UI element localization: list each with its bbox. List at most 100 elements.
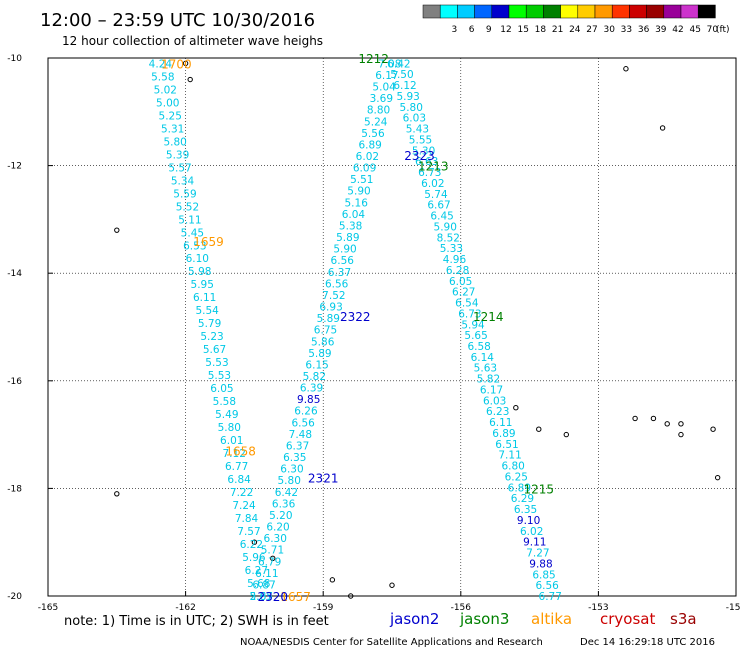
- wave-height-value: 7.12: [223, 448, 246, 460]
- wave-height-value: 6.56: [535, 580, 559, 592]
- wave-height-value: 6.25: [505, 471, 528, 483]
- wave-height-value: 5.31: [161, 123, 184, 135]
- wave-height-value: 6.87: [252, 579, 275, 591]
- wave-height-value: 5.33: [440, 243, 463, 255]
- wave-height-value: 5.54: [195, 305, 219, 317]
- wave-height-value: 5.65: [464, 330, 487, 342]
- wave-height-value: 5.82: [303, 371, 326, 383]
- wave-height-value: 6.11: [489, 417, 512, 429]
- legend-swatch: [611, 4, 630, 19]
- wave-height-value: 9.85: [297, 394, 320, 406]
- wave-height-value: 6.17: [480, 384, 503, 396]
- wave-height-value: 5.11: [178, 214, 201, 226]
- wave-height-value: 5.49: [215, 409, 238, 421]
- legend-swatch: [525, 4, 544, 19]
- wave-height-value: 6.27: [452, 287, 475, 299]
- wave-height-value: 5.30: [412, 145, 435, 157]
- wave-height-value: 6.42: [387, 58, 410, 70]
- legend-label: 24: [569, 25, 581, 35]
- legend-label: 30: [603, 25, 615, 35]
- wave-height-value: 5.45: [181, 227, 204, 239]
- pass-time-label: 1214: [473, 310, 504, 324]
- wave-height-value: 6.11: [193, 292, 216, 304]
- island-outline: [348, 593, 354, 599]
- wave-height-value: 6.35: [283, 452, 306, 464]
- island-outline: [632, 415, 638, 422]
- wave-height-value: 6.58: [467, 341, 490, 353]
- legend-swatch: [457, 4, 475, 19]
- legend-label: 42: [672, 25, 683, 35]
- wave-height-value: 5.04: [372, 82, 396, 94]
- y-tick-label: -20: [7, 592, 22, 602]
- wave-height-value: 7.11: [498, 450, 521, 462]
- wave-height-value: 6.85: [532, 569, 555, 581]
- legend-label: 12: [500, 25, 511, 35]
- wave-height-value: 5.87: [250, 591, 273, 603]
- legend-label: 21: [552, 25, 563, 35]
- wave-height-value: 6.56: [291, 417, 315, 429]
- legend-label: 3: [452, 25, 458, 35]
- wave-height-value: 5.53: [205, 357, 228, 369]
- wave-height-value: 6.03: [483, 395, 506, 407]
- wave-height-value: 5.16: [345, 197, 369, 209]
- satellite-legend: jason2 jason3 altika cryosat s3a: [389, 610, 697, 628]
- legend-swatch: [680, 4, 699, 19]
- wave-height-value: 6.53: [183, 240, 206, 252]
- island-outline: [513, 405, 519, 411]
- island-outline: [714, 474, 721, 481]
- y-tick-label: -16: [7, 377, 22, 387]
- wave-height-value: 6.56: [331, 255, 355, 267]
- wave-height-value: 5.25: [159, 110, 182, 122]
- wave-height-value: 6.56: [325, 278, 349, 290]
- wave-height-value: 6.80: [501, 461, 524, 473]
- legend-swatch: [663, 4, 682, 19]
- wave-height-value: 5.24: [364, 116, 388, 128]
- wave-height-value: 9.10: [517, 515, 540, 527]
- wave-height-value: 6.30: [280, 464, 303, 476]
- axis-ticks: -165 -162 -159 -156 -153 -150 -10 -12 -14 -16 -18 -…: [7, 54, 740, 613]
- island-outline: [114, 491, 120, 497]
- wave-height-value: 6.05: [449, 276, 472, 288]
- island-outline: [678, 421, 684, 427]
- wave-height-value: 5.50: [390, 69, 413, 81]
- wave-height-value: 3.69: [370, 93, 393, 105]
- wave-height-value: 5.95: [191, 279, 214, 291]
- footer-note: note: 1) Time is in UTC; 2) SWH is in fe…: [64, 614, 329, 629]
- wave-height-value: 6.14: [471, 352, 495, 364]
- island-outline: [251, 539, 258, 545]
- wave-height-value: 5.82: [477, 374, 500, 386]
- satellite-legend-item: jason3: [459, 610, 509, 628]
- wave-height-value: 5.43: [406, 124, 429, 136]
- island-outline: [536, 426, 542, 432]
- wave-height-value: 5.39: [166, 149, 189, 161]
- wave-height-value: 5.80: [218, 422, 241, 434]
- wave-height-value: 5.74: [424, 189, 448, 201]
- color-scale-legend: 3 6 9 12 15 18 21 24 27 30 33 36 39 42 45 70: [422, 4, 718, 35]
- wave-height-value: 5.58: [213, 396, 236, 408]
- legend-swatch: [646, 4, 665, 19]
- island-outline: [389, 582, 395, 588]
- wave-height-value: 5.94: [461, 319, 485, 331]
- wave-height-value: 5.89: [308, 348, 331, 360]
- island-outline: [710, 426, 716, 432]
- wave-height-value: 5.53: [208, 370, 231, 382]
- wave-height-value: 5.79: [198, 318, 221, 330]
- legend-swatch: [474, 4, 493, 19]
- wave-height-value: 6.35: [514, 504, 537, 516]
- legend-label: 36: [638, 25, 650, 35]
- wave-height-value: 7.84: [235, 513, 259, 525]
- wave-height-value: 5.96: [242, 552, 266, 564]
- pass-time-label: 2321: [308, 472, 339, 486]
- wave-height-value: 4.24: [149, 58, 173, 70]
- wave-height-value: 8.52: [437, 232, 460, 244]
- wave-height-value: 6.93: [319, 302, 342, 314]
- satellite-legend-item: s3a: [670, 610, 697, 628]
- wave-height-value: 5.86: [311, 336, 335, 348]
- wave-height-value: 6.89: [508, 482, 531, 494]
- pass-time-label: 1215: [523, 482, 554, 496]
- wave-height-value: 6.29: [511, 493, 534, 505]
- page-title: 12:00 – 23:59 UTC 10/30/2016: [40, 10, 315, 31]
- legend-swatch: [439, 4, 458, 19]
- wave-height-value: 5.23: [200, 331, 223, 343]
